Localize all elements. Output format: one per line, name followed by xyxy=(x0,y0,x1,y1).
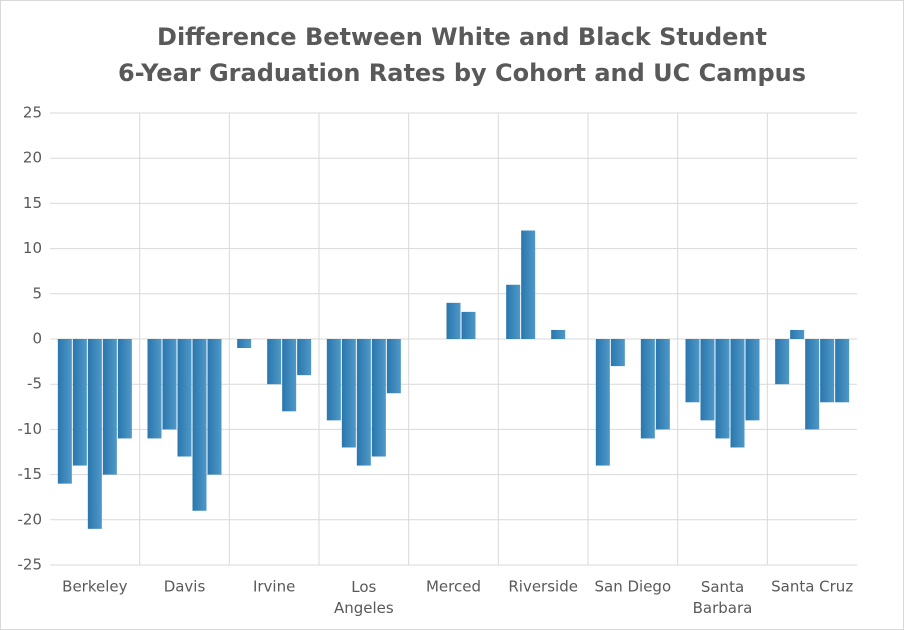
bar xyxy=(117,339,132,439)
bar xyxy=(177,339,192,457)
chart-title: 6-Year Graduation Rates by Cohort and UC… xyxy=(118,59,806,87)
bar xyxy=(700,339,715,421)
bar xyxy=(835,339,850,403)
x-tick-label: Irvine xyxy=(253,578,295,596)
y-tick-label: -20 xyxy=(18,510,43,528)
bar xyxy=(805,339,820,430)
x-tick-label: Santa Cruz xyxy=(771,578,853,596)
bar xyxy=(57,339,72,484)
bar xyxy=(655,339,670,430)
chart-title: Difference Between White and Black Stude… xyxy=(157,23,767,51)
bar xyxy=(790,329,805,339)
x-tick-label: Davis xyxy=(164,578,206,596)
bar xyxy=(551,329,566,339)
x-tick-label: Riverside xyxy=(508,578,578,596)
x-tick-label: Merced xyxy=(426,578,481,596)
bar xyxy=(386,339,401,394)
y-tick-label: -25 xyxy=(18,556,43,574)
x-tick-label: Los Angeles xyxy=(334,578,394,617)
bar xyxy=(461,311,476,339)
bar xyxy=(775,339,790,385)
bar xyxy=(745,339,760,421)
bar xyxy=(356,339,371,466)
bar xyxy=(72,339,87,466)
bar xyxy=(506,284,521,339)
x-tick-label: Berkeley xyxy=(62,578,127,596)
bar xyxy=(297,339,312,376)
bar xyxy=(267,339,282,385)
x-tick-label: San Diego xyxy=(595,578,672,596)
y-tick-label: 10 xyxy=(23,239,42,257)
bar xyxy=(162,339,177,430)
bar xyxy=(237,339,252,349)
bar xyxy=(341,339,356,448)
bar xyxy=(715,339,730,439)
bar xyxy=(610,339,625,367)
bar xyxy=(371,339,386,457)
y-tick-label: 0 xyxy=(32,330,42,348)
bar xyxy=(326,339,341,421)
y-tick-label: -15 xyxy=(18,465,43,483)
bar xyxy=(730,339,745,448)
bar xyxy=(282,339,297,412)
bar xyxy=(446,302,461,339)
bar xyxy=(521,230,536,339)
y-tick-label: -5 xyxy=(27,375,42,393)
bar xyxy=(685,339,700,403)
bar xyxy=(102,339,117,475)
y-tick-label: 25 xyxy=(23,104,42,122)
y-tick-label: 5 xyxy=(32,284,42,302)
y-tick-label: 20 xyxy=(23,149,42,167)
bar xyxy=(192,339,207,511)
x-tick-label: Santa Barbara xyxy=(693,578,753,617)
bar xyxy=(207,339,222,475)
y-tick-label: -10 xyxy=(18,420,43,438)
bar xyxy=(640,339,655,439)
bar xyxy=(147,339,162,439)
bar xyxy=(820,339,835,403)
bar xyxy=(595,339,610,466)
y-tick-label: 15 xyxy=(23,194,42,212)
bar xyxy=(87,339,102,529)
